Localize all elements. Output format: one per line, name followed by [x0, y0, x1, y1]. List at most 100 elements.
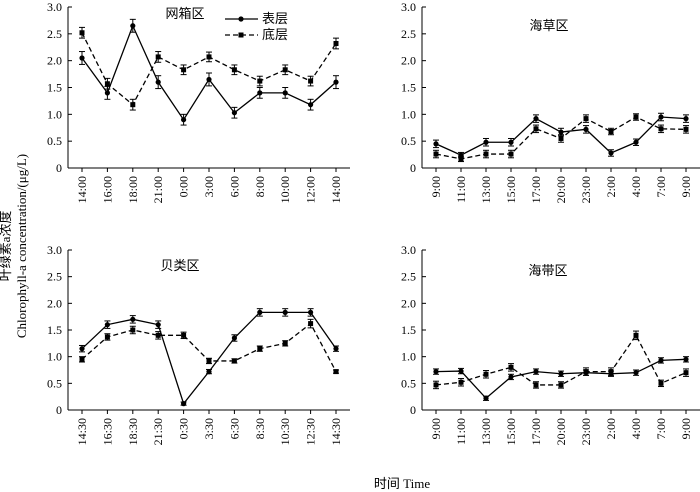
- x-tick-label: 23:00: [579, 418, 593, 445]
- data-point: [282, 340, 288, 346]
- data-point: [333, 79, 339, 85]
- data-point: [130, 102, 136, 108]
- data-point: [104, 81, 110, 87]
- series-line: [435, 358, 687, 400]
- data-point: [533, 382, 539, 388]
- y-tick-label: 3.0: [47, 0, 62, 14]
- data-point: [483, 139, 489, 145]
- data-point: [130, 316, 136, 322]
- x-tick-label: 15:00: [504, 176, 518, 203]
- data-point: [558, 129, 564, 135]
- x-tick-label: 13:00: [479, 176, 493, 203]
- y-tick-label: 0.5: [401, 376, 416, 390]
- data-point: [308, 102, 314, 108]
- series-bottom: [79, 26, 339, 111]
- y-axis-label-en: Chlorophyll-a concentration/(μg/L): [14, 154, 29, 338]
- y-tick-label: 2.0: [401, 54, 416, 68]
- data-point: [658, 114, 664, 120]
- x-tick-label: 9:00: [679, 418, 693, 439]
- y-tick-label: 2.5: [47, 270, 62, 284]
- y-tick-label: 2.5: [47, 27, 62, 41]
- y-axis-label-cn: 叶绿素a浓度: [0, 211, 13, 282]
- data-point: [558, 135, 564, 141]
- data-point: [533, 126, 539, 132]
- x-tick-label: 17:00: [529, 176, 543, 203]
- data-point: [282, 309, 288, 315]
- data-point: [458, 368, 464, 374]
- data-point: [433, 151, 439, 157]
- series-line: [81, 32, 337, 106]
- x-tick-label: 8:00: [253, 176, 267, 197]
- y-tick-label: 1.0: [47, 350, 62, 364]
- data-point: [583, 126, 589, 132]
- data-point: [508, 374, 514, 380]
- data-point: [683, 126, 689, 132]
- x-tick-label: 13:00: [479, 418, 493, 445]
- series-surface: [79, 308, 339, 407]
- data-point: [608, 129, 614, 135]
- x-tick-label: 14:30: [329, 418, 343, 445]
- data-point: [333, 40, 339, 46]
- data-point: [257, 90, 263, 96]
- data-point: [608, 150, 614, 156]
- series-bottom: [79, 318, 339, 375]
- x-tick-label: 0:00: [177, 176, 191, 197]
- data-point: [79, 55, 85, 61]
- y-tick-label: 0.5: [401, 134, 416, 148]
- data-point: [155, 54, 161, 60]
- data-point: [257, 78, 263, 84]
- x-tick-label: 18:00: [126, 176, 140, 203]
- x-tick-label: 7:00: [654, 418, 668, 439]
- y-tick-label: 1.5: [401, 323, 416, 337]
- data-point: [308, 78, 314, 84]
- x-tick-label: 21:00: [151, 176, 165, 203]
- data-point: [683, 356, 689, 362]
- x-tick-label: 7:00: [654, 176, 668, 197]
- y-tick-label: 2.0: [47, 296, 62, 310]
- y-tick-label: 3.0: [401, 0, 416, 14]
- panel-title: 贝类区: [160, 258, 199, 273]
- x-tick-label: 4:00: [629, 176, 643, 197]
- series-bottom: [433, 113, 689, 163]
- data-point: [206, 54, 212, 60]
- data-point: [79, 30, 85, 36]
- y-tick-label: 0.5: [47, 376, 62, 390]
- series-bottom: [433, 330, 689, 390]
- y-tick-label: 1.5: [47, 81, 62, 95]
- x-tick-label: 10:30: [278, 418, 292, 445]
- data-point: [231, 110, 237, 116]
- data-point: [206, 358, 212, 364]
- x-tick-label: 2:00: [604, 418, 618, 439]
- data-point: [533, 116, 539, 122]
- data-point: [257, 309, 263, 315]
- x-tick-label: 2:00: [604, 176, 618, 197]
- panel-2: 0 0.5 1.0 1.5 2.0 2.5 3.0 9:00 11:00 13:00 15:00 17…: [401, 0, 700, 203]
- y-tick-label: 0: [56, 403, 62, 417]
- y-tick-label: 0: [410, 161, 416, 175]
- x-tick-label: 14:00: [329, 176, 343, 203]
- x-tick-label: 11:00: [454, 418, 468, 445]
- legend-label-bottom: 底层: [262, 27, 288, 42]
- data-point: [308, 321, 314, 327]
- data-point: [433, 141, 439, 147]
- panel-title: 网箱区: [165, 6, 204, 21]
- data-point: [458, 156, 464, 162]
- data-point: [683, 370, 689, 376]
- x-tick-label: 11:00: [454, 176, 468, 203]
- chart-panels: 0 0.5 1.0 1.5 2.0 2.5 3.0 14:00 16:00 18:00 21:00 0…: [47, 0, 700, 445]
- data-point: [282, 67, 288, 73]
- data-point: [333, 346, 339, 352]
- data-point: [658, 126, 664, 132]
- y-tick-label: 0: [410, 403, 416, 417]
- data-point: [155, 79, 161, 85]
- data-point: [658, 380, 664, 386]
- data-point: [333, 369, 339, 375]
- data-point: [79, 356, 85, 362]
- data-point: [257, 346, 263, 352]
- data-point: [433, 369, 439, 375]
- x-tick-label: 8:30: [253, 418, 267, 439]
- x-tick-label: 10:00: [278, 176, 292, 203]
- data-point: [181, 401, 187, 407]
